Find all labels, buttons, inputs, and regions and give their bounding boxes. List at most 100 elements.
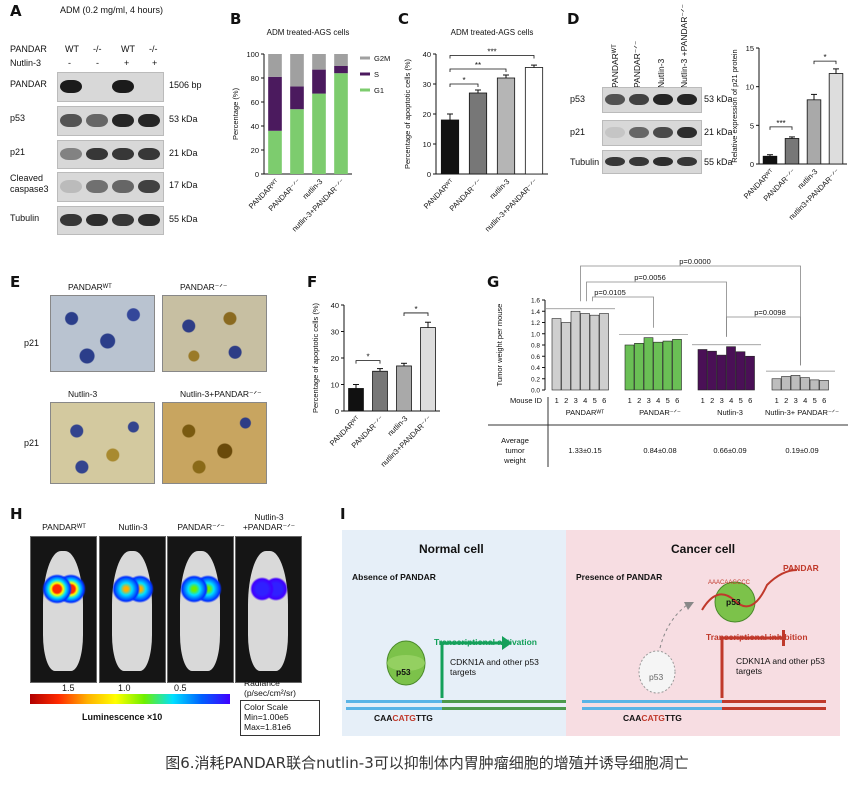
blot-size-label: 53 kDa — [704, 94, 733, 104]
mouse-id-label: 2 — [710, 396, 714, 405]
chart-title: ADM treated-AGS cells — [451, 28, 534, 37]
avg-value: 0.66±0.09 — [713, 446, 746, 455]
mouse-id-label: 1 — [628, 396, 632, 405]
y-tick-label: 0 — [427, 170, 431, 179]
blot-lane-label: PANDAR⁻ᐟ⁻ — [632, 40, 642, 88]
blot-size-label: 17 kDa — [169, 180, 198, 190]
color-scale-title: Color Scale — [244, 702, 288, 712]
mouse-silhouette — [112, 551, 152, 671]
blot-band — [677, 94, 697, 105]
blot-band — [86, 114, 108, 127]
mouse-id-header: Mouse ID — [510, 396, 543, 405]
blot-band — [112, 180, 134, 193]
mouse-id-label: 6 — [675, 396, 679, 405]
y-tick-label: 0 — [750, 160, 754, 169]
nutlin-state-label: + — [124, 58, 130, 68]
blot-size-label: 55 kDa — [169, 214, 198, 224]
blot-band — [60, 114, 82, 127]
mouse-id-label: 1 — [701, 396, 705, 405]
legend-label: S — [374, 70, 379, 79]
mouse-group-label: PANDAR⁻ᐟ⁻ — [177, 522, 225, 532]
blot-band — [629, 127, 649, 138]
pandar-state-label: -/- — [149, 44, 158, 54]
x-tick-label: nutlin-3+PANDAR⁻ᐟ⁻ — [483, 177, 539, 233]
chart-f: 0 10 20 30 40 Percentage of apoptotic cells (… — [311, 301, 440, 469]
p-value-label: p=0.0105 — [594, 288, 626, 297]
bar — [589, 314, 600, 391]
y-tick-label: 20 — [331, 354, 339, 363]
group-label: PANDARᵂᵀ — [566, 408, 605, 417]
mouse-id-label: 2 — [637, 396, 641, 405]
y-tick-label: 20 — [251, 146, 259, 155]
bar — [570, 310, 581, 391]
comparison-bracket — [726, 316, 801, 366]
y-axis-label: Relative expression of p21 protein — [730, 49, 739, 162]
blot-band — [60, 214, 82, 226]
radiance-label: Radiance (p/sec/cm²/sr) — [244, 678, 296, 698]
bar — [781, 376, 791, 391]
ihc-image — [50, 402, 155, 484]
luminescence-signal — [41, 573, 87, 605]
panel-label-a: A — [10, 2, 22, 20]
stacked-bar-segment — [312, 54, 326, 70]
blot-lane-label: Nutlin-3 — [656, 58, 666, 88]
blot-band — [86, 148, 108, 160]
dna-sequence-cancer: CAACATGTTG — [623, 713, 682, 723]
dna-strand — [582, 707, 826, 710]
bar — [599, 313, 609, 391]
pandar-rna-icon — [701, 569, 798, 611]
scale-label: Luminescence ×10 — [82, 712, 163, 722]
mouse-id-label: 4 — [656, 396, 660, 405]
y-tick-label: 1.0 — [531, 331, 540, 338]
y-axis-label: Percentage of apoptotic cells (%) — [403, 58, 412, 169]
chart-g: 0.0 0.2 0.4 0.6 0.8 1.0 1.2 1.4 1.6 Tumor weight … — [488, 257, 848, 467]
blot-row-label: p21 — [570, 127, 586, 137]
blot-band — [112, 114, 134, 127]
significance-label: * — [366, 353, 369, 362]
bar — [524, 67, 544, 175]
ihc-row-label: p21 — [24, 338, 40, 348]
color-scale-box: Color Scale Min=1.00e5 Max=1.81e6 — [240, 700, 320, 736]
mouse-id-label: 6 — [602, 396, 606, 405]
blot-band — [60, 148, 82, 160]
inhibition-bar — [782, 630, 785, 646]
stacked-bar-segment — [334, 54, 348, 66]
panel-label-d: D — [567, 10, 580, 28]
blot-band — [138, 148, 160, 160]
mouse-id-label: 3 — [794, 396, 798, 405]
bar — [496, 77, 516, 175]
blot-row-label: Tubulin — [10, 213, 40, 223]
significance-label: * — [462, 76, 465, 85]
bar — [440, 119, 460, 175]
y-tick-label: 1.6 — [531, 298, 540, 305]
scale-tick: 1.0 — [118, 683, 131, 693]
blot-band — [629, 157, 649, 166]
blot-band — [112, 148, 134, 160]
cancer-cell-title: Cancer cell — [671, 542, 736, 556]
y-axis-label: Percentage of apoptotic cells (%) — [311, 302, 320, 413]
bar — [819, 380, 829, 391]
mouse-id-label: 5 — [739, 396, 743, 405]
blot-band — [60, 180, 82, 193]
blot-row-label: PANDAR — [10, 79, 47, 89]
blot-band — [677, 157, 697, 166]
mouse-id-label: 2 — [784, 396, 788, 405]
ihc-tile-label: Nutlin-3+PANDAR⁻ᐟ⁻ — [180, 389, 262, 399]
nutlin-state-label: - — [68, 58, 71, 68]
nutlin-state-label: - — [96, 58, 99, 68]
bioluminescence-image — [235, 536, 302, 683]
panel-label-f: F — [307, 273, 318, 291]
y-tick-label: 15 — [746, 44, 754, 53]
p53-label: p53 — [396, 667, 411, 677]
blot-band — [653, 94, 673, 105]
stacked-bar-segment — [268, 76, 282, 131]
p-value-label: p=0.0098 — [754, 308, 786, 317]
mouse-group-label: Nutlin-3 +PANDAR⁻ᐟ⁻ — [242, 512, 296, 532]
activation-arrowhead — [502, 636, 512, 650]
stacked-bar-segment — [312, 69, 326, 94]
group-label: Nutlin-3 — [717, 408, 743, 417]
luminescence-signal — [178, 573, 224, 605]
bar — [771, 378, 782, 391]
mouse-id-label: 3 — [720, 396, 724, 405]
panel-label-g: G — [487, 273, 500, 291]
